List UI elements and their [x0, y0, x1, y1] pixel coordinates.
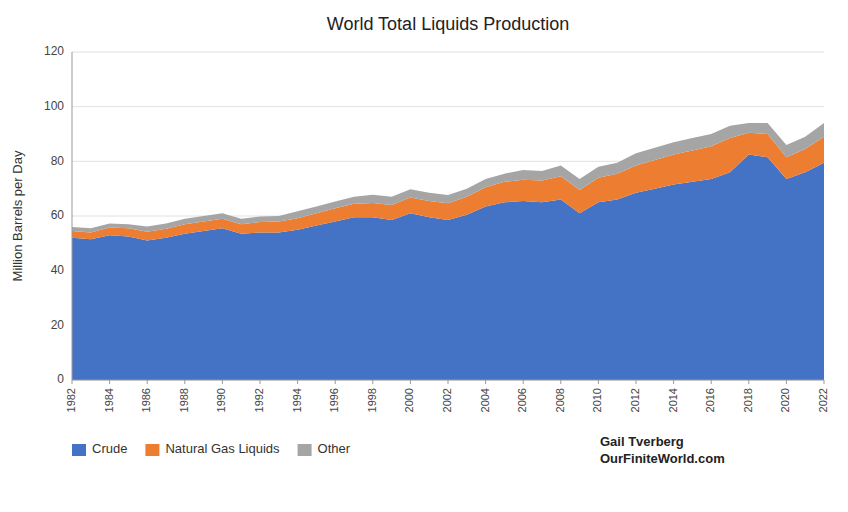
x-tick [560, 380, 561, 384]
x-tick [372, 380, 373, 384]
area [72, 155, 824, 381]
x-tick [297, 380, 298, 384]
y-axis-label: Million Barrels per Day [10, 150, 25, 281]
x-tick [523, 380, 524, 384]
legend-label: Crude [92, 441, 127, 456]
x-tick-label: 2012 [629, 388, 641, 412]
x-tick-label: 2022 [817, 388, 829, 412]
x-tick [673, 380, 674, 384]
legend-swatch [72, 444, 86, 456]
x-tick-label: 2000 [403, 388, 415, 412]
y-tick-label: 60 [51, 208, 65, 222]
y-axis [72, 52, 73, 380]
x-tick [222, 380, 223, 384]
x-tick-label: 1986 [140, 388, 152, 412]
area [72, 133, 824, 241]
x-tick [335, 380, 336, 384]
x-tick [72, 380, 73, 384]
x-tick-label: 1982 [65, 388, 77, 412]
x-tick [184, 380, 185, 384]
legend-swatch [145, 444, 159, 456]
x-tick-label: 1994 [291, 388, 303, 412]
x-tick [786, 380, 787, 384]
x-tick [410, 380, 411, 384]
annotation-line: Gail Tverberg [600, 434, 684, 449]
y-tick-label: 80 [51, 154, 65, 168]
x-tick-label: 2018 [742, 388, 754, 412]
x-tick-label: 1990 [215, 388, 227, 412]
x-tick [598, 380, 599, 384]
x-tick-label: 2020 [779, 388, 791, 412]
x-tick-label: 1988 [178, 388, 190, 412]
y-tick-label: 120 [44, 44, 64, 58]
x-tick [260, 380, 261, 384]
annotation-line: OurFiniteWorld.com [600, 451, 725, 466]
x-tick [485, 380, 486, 384]
x-tick-label: 2014 [667, 388, 679, 412]
x-tick-label: 2004 [479, 388, 491, 412]
x-tick [748, 380, 749, 384]
x-tick-label: 1996 [328, 388, 340, 412]
annotation: Gail Tverberg OurFiniteWorld.com [600, 434, 725, 466]
x-tick [636, 380, 637, 384]
x-tick-label: 2006 [516, 388, 528, 412]
x-tick [448, 380, 449, 384]
y-tick-label: 40 [51, 263, 65, 277]
x-tick-label: 2008 [554, 388, 566, 412]
area [72, 123, 824, 232]
legend: Crude Natural Gas Liquids Other [72, 441, 351, 456]
y-tick-label: 0 [57, 372, 64, 386]
x-tick-label: 1984 [103, 388, 115, 412]
legend-label: Other [318, 441, 351, 456]
x-tick [109, 380, 110, 384]
x-tick [147, 380, 148, 384]
grid-line [72, 52, 824, 53]
x-tick-label: 2016 [704, 388, 716, 412]
title: World Total Liquids Production [327, 14, 569, 34]
areas [72, 123, 824, 380]
x-tick-label: 2010 [591, 388, 603, 412]
grid [72, 52, 824, 380]
page: {"chart_data": {"type": "area", "stacked… [0, 0, 848, 512]
y-tick-label: 20 [51, 318, 65, 332]
grid-line [72, 106, 824, 107]
x-tick-label: 1998 [366, 388, 378, 412]
legend-label: Natural Gas Liquids [165, 441, 280, 456]
chart: World Total Liquids Production 0 20 40 60 80 1… [0, 0, 848, 512]
x-tick [711, 380, 712, 384]
legend-swatch [298, 444, 312, 456]
x-tick-label: 1992 [253, 388, 265, 412]
y-tick-label: 100 [44, 99, 64, 113]
x-tick [824, 380, 825, 384]
x-tick-label: 2002 [441, 388, 453, 412]
